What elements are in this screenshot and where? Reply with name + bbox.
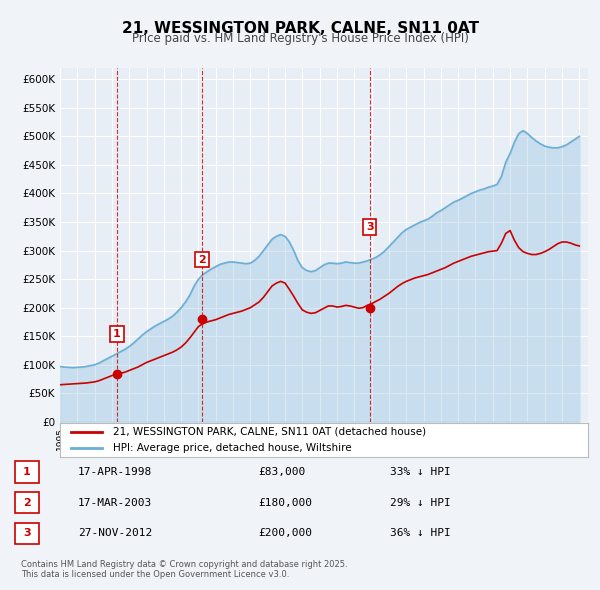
Text: 2: 2: [198, 255, 206, 265]
Text: 27-NOV-2012: 27-NOV-2012: [78, 529, 152, 538]
Text: Contains HM Land Registry data © Crown copyright and database right 2025.
This d: Contains HM Land Registry data © Crown c…: [21, 560, 347, 579]
Text: 1: 1: [23, 467, 31, 477]
Text: £180,000: £180,000: [258, 498, 312, 507]
Text: HPI: Average price, detached house, Wiltshire: HPI: Average price, detached house, Wilt…: [113, 442, 352, 453]
Text: 17-MAR-2003: 17-MAR-2003: [78, 498, 152, 507]
Text: 3: 3: [366, 222, 374, 232]
Text: 2: 2: [23, 498, 31, 507]
Text: 21, WESSINGTON PARK, CALNE, SN11 0AT: 21, WESSINGTON PARK, CALNE, SN11 0AT: [121, 21, 479, 35]
Text: 36% ↓ HPI: 36% ↓ HPI: [390, 529, 451, 538]
Text: 1: 1: [113, 329, 121, 339]
Text: 17-APR-1998: 17-APR-1998: [78, 467, 152, 477]
Text: £200,000: £200,000: [258, 529, 312, 538]
Text: 33% ↓ HPI: 33% ↓ HPI: [390, 467, 451, 477]
Text: 21, WESSINGTON PARK, CALNE, SN11 0AT (detached house): 21, WESSINGTON PARK, CALNE, SN11 0AT (de…: [113, 427, 426, 437]
Text: 3: 3: [23, 529, 31, 538]
Text: 29% ↓ HPI: 29% ↓ HPI: [390, 498, 451, 507]
Text: Price paid vs. HM Land Registry's House Price Index (HPI): Price paid vs. HM Land Registry's House …: [131, 32, 469, 45]
Text: £83,000: £83,000: [258, 467, 305, 477]
